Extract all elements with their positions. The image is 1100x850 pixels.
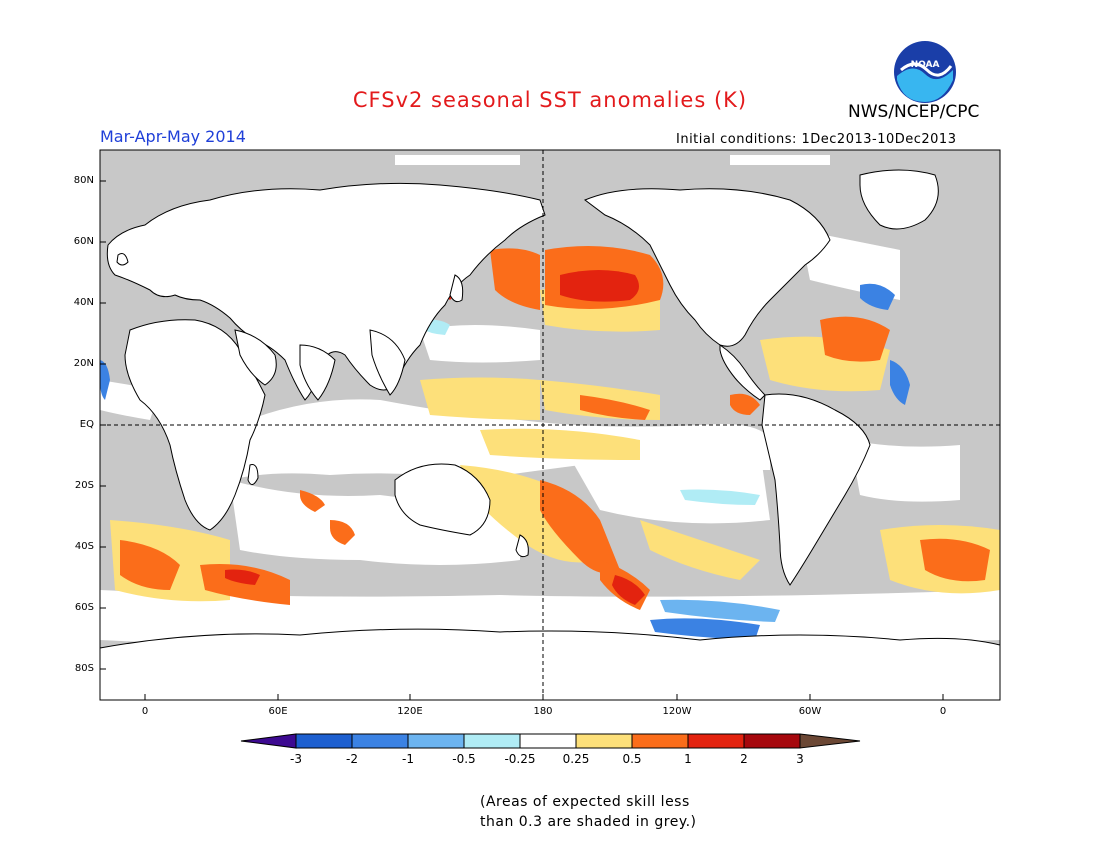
colorbar-cell [351, 733, 409, 749]
lat-label-eq: EQ [79, 419, 94, 430]
lon-label-180: 180 [533, 706, 553, 717]
chart-title: CFSv2 seasonal SST anomalies (K) [352, 88, 748, 112]
north-america-landmass [584, 188, 831, 347]
madagascar-landmass [247, 464, 259, 485]
skill-note: (Areas of expected skill less than 0.3 a… [480, 792, 697, 832]
indochina-landmass [369, 329, 406, 396]
colorbar-tick-label: 2 [740, 752, 748, 766]
colorbar-tick-label: -3 [290, 752, 302, 766]
lon-label-60e: 60E [268, 706, 288, 717]
colorbar-tick-label: -0.5 [452, 752, 476, 766]
colorbar-cell [407, 733, 465, 749]
continents [99, 169, 1001, 701]
australia-landmass [394, 463, 491, 536]
logo-text: NOAA [911, 60, 940, 70]
colorbar-tick-label: -0.25 [504, 752, 536, 766]
colorbar-cell [463, 733, 521, 749]
south-america-landmass [761, 393, 871, 586]
eurasia-landmass [106, 182, 546, 401]
new-zealand-landmass [515, 534, 529, 558]
arabia-landmass [234, 329, 277, 386]
colorbar-cell [631, 733, 689, 749]
lat-label-20n: 20N [73, 358, 94, 369]
colorbar-cell [519, 733, 577, 749]
colorbar-tick-label: -2 [346, 752, 358, 766]
colorbar-cell [575, 733, 633, 749]
colorbar-cells [295, 733, 801, 749]
lon-label-120w: 120W [662, 706, 692, 717]
skill-note-line2: than 0.3 are shaded in grey.) [480, 814, 697, 830]
india-landmass [299, 344, 336, 401]
colorbar-tick-label: 1 [684, 752, 692, 766]
colorbar-left-arrow [240, 733, 297, 749]
colorbar-right-arrow [799, 733, 861, 749]
colorbar-cell [743, 733, 801, 749]
noaa-logo: NOAA [894, 41, 956, 103]
anomaly-1-2 [225, 270, 645, 605]
colorbar-tick-label: 3 [796, 752, 804, 766]
anomaly-negative [100, 283, 910, 640]
colorbar-cell [295, 733, 353, 749]
central-america-landmass [719, 344, 766, 401]
lon-label-120e: 120E [397, 706, 423, 717]
lat-label-60s: 60S [74, 602, 94, 613]
lon-label-60w: 60W [798, 706, 822, 717]
greenland-landmass [859, 169, 939, 230]
agency-label: NWS/NCEP/CPC [848, 102, 980, 122]
colorbar-tick-label: 0.25 [562, 752, 590, 766]
lon-label-0-east: 0 [939, 706, 947, 717]
japan-landmass [449, 274, 464, 303]
season-label: Mar-Apr-May 2014 [100, 127, 246, 146]
colorbar-tick-label: 0.5 [622, 752, 642, 766]
lat-label-40s: 40S [74, 541, 94, 552]
lat-label-20s: 20S [74, 480, 94, 491]
uk-landmass [116, 253, 129, 266]
axis-ticks [100, 180, 944, 700]
lat-label-40n: 40N [73, 297, 94, 308]
lon-label-0-west: 0 [141, 706, 149, 717]
antarctica-landmass [99, 628, 1001, 701]
lat-label-80s: 80S [74, 663, 94, 674]
skill-note-line1: (Areas of expected skill less [480, 794, 690, 810]
colorbar-cell [687, 733, 745, 749]
lat-label-80n: 80N [73, 175, 94, 186]
colorbar-tick-label: -1 [402, 752, 414, 766]
initial-conditions-label: Initial conditions: 1Dec2013-10Dec2013 [676, 132, 957, 147]
lat-label-60n: 60N [73, 236, 94, 247]
